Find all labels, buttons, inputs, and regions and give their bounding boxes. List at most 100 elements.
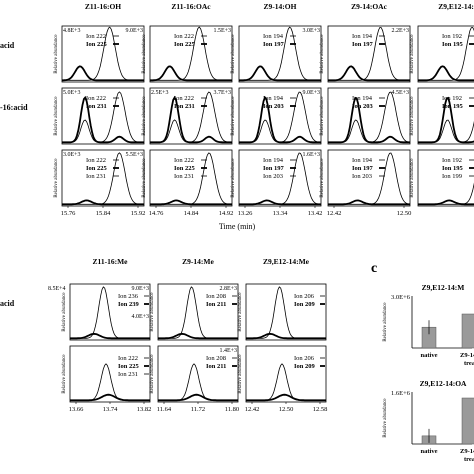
chromatogram-frame — [238, 25, 322, 83]
x-tick-label: treat — [464, 360, 474, 367]
scale-label: 2.8E+3 — [219, 286, 237, 292]
legend-entry: Ion 231 — [174, 103, 195, 110]
y-axis-label: Relative abundance — [62, 354, 67, 394]
x-tick-label: Z9-14: — [460, 448, 474, 455]
row-label-top-1: -16:acid — [0, 103, 28, 112]
chromatogram-frame — [149, 25, 233, 83]
y-axis-label: Relative abundance — [62, 292, 67, 332]
legend-entry: Ion 194 — [352, 33, 373, 40]
chromatogram-trace-bold — [150, 199, 232, 206]
scale-label: 1.5E+3 — [213, 28, 231, 34]
x-tick-label: 14.92 — [219, 210, 234, 217]
legend-entry: Ion 195 — [442, 41, 464, 48]
legend-entry: Ion 222 — [174, 157, 194, 164]
chromatogram-trace-bold — [158, 393, 238, 402]
legend-entry: Ion 231 — [118, 371, 138, 378]
chromatogram-trace-bold — [239, 199, 321, 206]
legend-entry: Ion 208 — [206, 293, 226, 300]
legend-entry: Ion 197 — [263, 165, 285, 172]
y-axis-label: Relative abundance — [231, 34, 236, 74]
x-tick-label: 13.66 — [69, 406, 84, 413]
x-tick-label: 13.82 — [137, 406, 152, 413]
row-label-bottom-0: acid — [0, 299, 15, 308]
panel-c-letter: c — [371, 261, 377, 276]
y-axis-label: Relative abundance — [410, 158, 415, 198]
legend-entry: Ion 197 — [352, 165, 374, 172]
chromatogram-trace-bold — [70, 393, 150, 402]
x-tick-label: 12.42 — [327, 210, 342, 217]
y-axis-label: Relative abundance — [54, 158, 59, 198]
chromatogram-trace-bold — [418, 96, 474, 144]
x-tick-label: 15.84 — [96, 210, 111, 217]
y-axis-label: Relative abundance — [142, 34, 147, 74]
y-axis-label: Relative abundance — [231, 158, 236, 198]
column-title: Z9,E12-14:Me — [263, 257, 310, 266]
x-tick-label: 13.42 — [308, 210, 323, 217]
column-title: Z11-16:OAc — [171, 2, 211, 11]
column-title: Z9-14:OH — [264, 2, 297, 11]
scale-label: 4.0E+3 — [131, 314, 149, 320]
chromatogram-trace-bold — [62, 95, 144, 144]
legend-entry: Ion 194 — [352, 157, 373, 164]
legend-entry: Ion 231 — [86, 103, 107, 110]
x-tick-label: 14.76 — [149, 210, 164, 217]
bar-chart-title: Z9,E12-14:M — [422, 283, 465, 292]
scale-label: 3.0E+3 — [302, 28, 320, 34]
legend-entry: Ion 209 — [294, 301, 316, 308]
x-tick-label: 12.50 — [279, 406, 294, 413]
y-axis-label: Relative abundance — [320, 158, 325, 198]
y-axis-label: Relative abundance — [142, 96, 147, 136]
chromatogram-frame — [327, 149, 411, 207]
x-tick-label: treat — [464, 456, 474, 463]
y-axis-label: Relative abundance — [383, 302, 388, 342]
scale-label: 5.0E+3 — [63, 90, 81, 96]
scale-label: 2.5E+3 — [151, 90, 169, 96]
chromatogram-trace-thin — [328, 26, 410, 81]
chromatogram-frame — [327, 87, 411, 145]
y-axis-label: Relative abundance — [142, 158, 147, 198]
chromatogram-frame — [157, 283, 239, 341]
x-tick-label: 12.58 — [313, 406, 328, 413]
chromatogram-frame — [149, 87, 233, 145]
chromatogram-trace-bold — [328, 96, 410, 144]
x-tick-label: 12.42 — [245, 406, 260, 413]
legend-entry: Ion 211 — [206, 363, 226, 370]
legend-entry: Ion 206 — [294, 293, 315, 300]
chromatogram-trace-bold — [418, 199, 474, 206]
y-axis-label: Relative abundance — [383, 398, 388, 438]
x-tick-label: native — [421, 448, 438, 455]
scale-label: 3.0E+3 — [63, 152, 81, 158]
x-tick-label: 11.80 — [225, 406, 239, 413]
y-axis-label: Relative abundance — [320, 34, 325, 74]
column-title: Z11-16:Me — [93, 257, 129, 266]
scale-label: 2.2E+3 — [391, 28, 409, 34]
legend-entry: Ion 194 — [263, 157, 284, 164]
scale-label: 4.5E+3 — [391, 90, 409, 96]
y-axis-label: Relative abundance — [54, 96, 59, 136]
scale-label: 9.0E+3 — [131, 286, 149, 292]
legend-entry: Ion 222 — [174, 95, 194, 102]
chromatogram-frame — [417, 87, 474, 145]
legend-entry: Ion 236 — [118, 293, 139, 300]
chromatogram-frame — [61, 87, 145, 145]
chromatogram-trace-bold — [418, 65, 474, 82]
chromatogram-trace-bold — [328, 199, 410, 206]
legend-entry: Ion 225 — [86, 165, 108, 172]
chromatogram-frame — [69, 283, 151, 341]
legend-entry: Ion 225 — [174, 165, 196, 172]
chromatogram-frame — [238, 87, 322, 145]
legend-entry: Ion 199 — [442, 173, 462, 180]
legend-entry: Ion 222 — [86, 157, 106, 164]
y-axis-label: Relative abundance — [150, 292, 155, 332]
legend-entry: Ion 239 — [118, 301, 140, 308]
x-tick-label: 12.50 — [397, 210, 412, 217]
legend-entry: Ion 203 — [352, 103, 374, 110]
x-tick-label: 15.92 — [131, 210, 146, 217]
column-title: Z11-16:OH — [85, 2, 121, 11]
bar-partial — [461, 313, 474, 349]
legend-entry: Ion 209 — [294, 363, 316, 370]
legend-entry: Ion 222 — [118, 355, 138, 362]
y-axis-label: Relative abundance — [54, 34, 59, 74]
y-tick-label: 1.6E+6 — [391, 390, 411, 397]
legend-entry: Ion 211 — [206, 301, 226, 308]
